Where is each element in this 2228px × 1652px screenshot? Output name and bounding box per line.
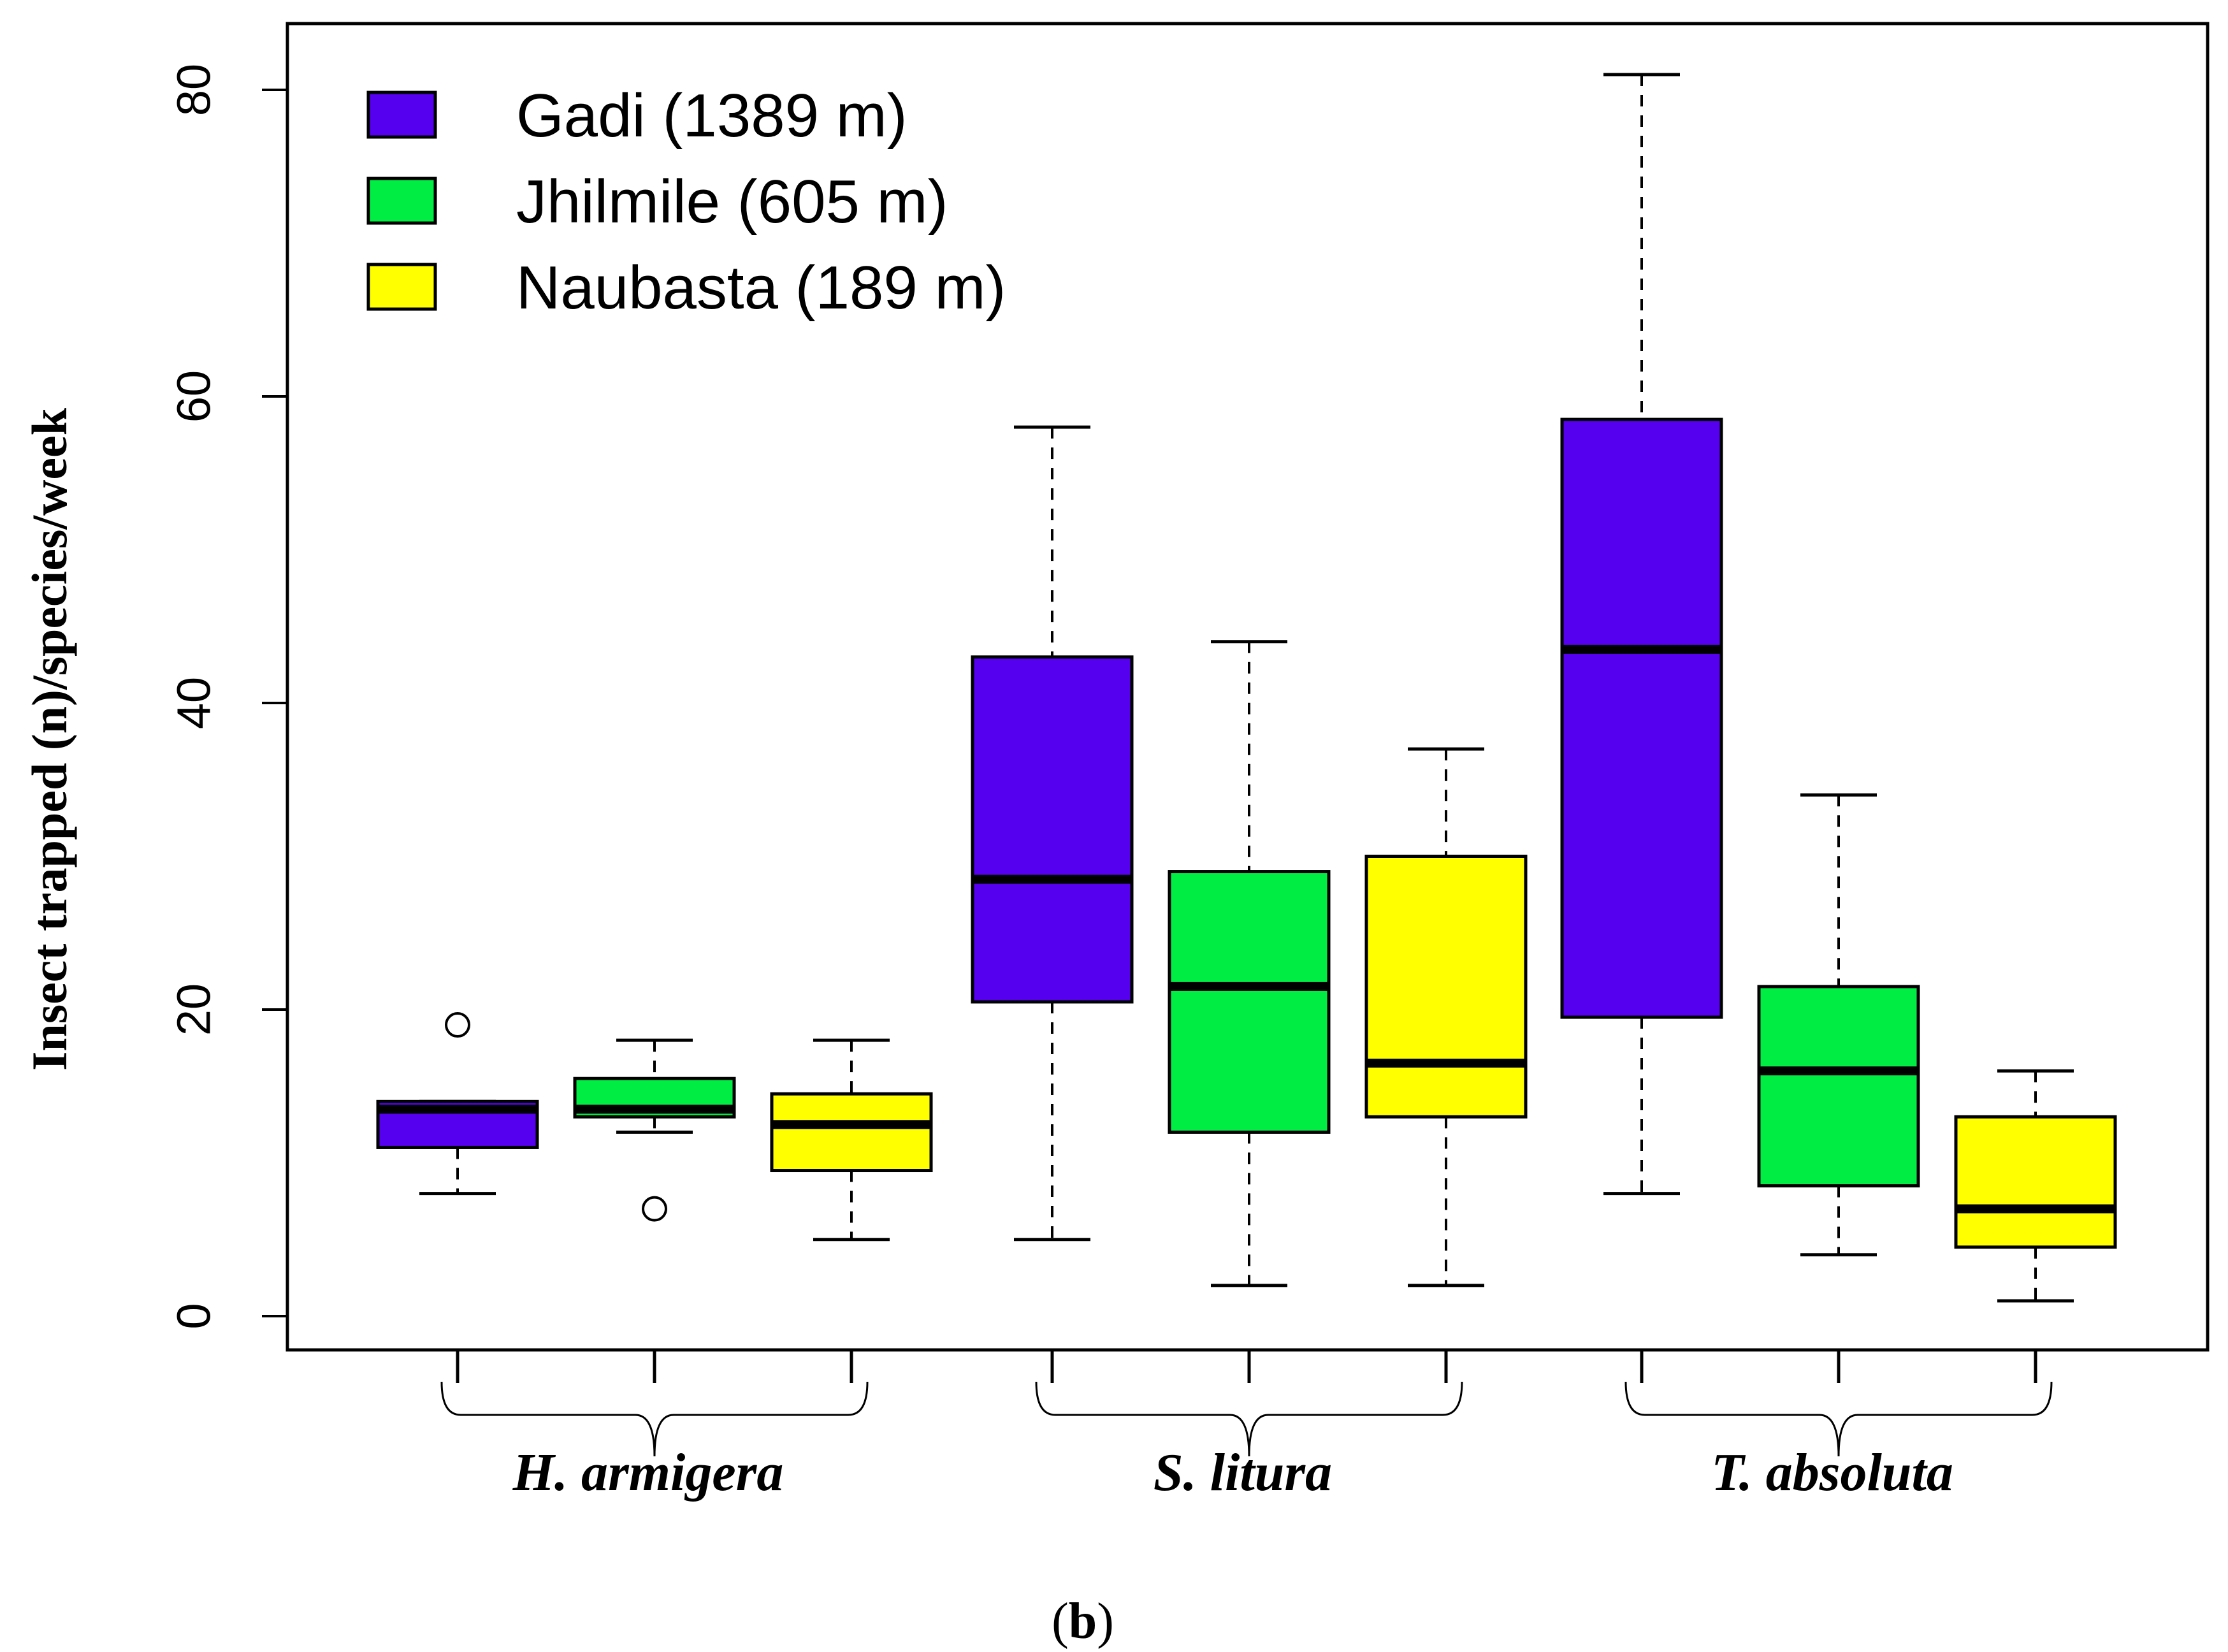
group-label: S. litura xyxy=(1154,1443,1332,1502)
outlier-point xyxy=(445,1012,470,1038)
box-1-2 xyxy=(1364,747,1528,1287)
group-label: T. absoluta xyxy=(1711,1443,1953,1502)
box-0-0 xyxy=(376,1012,539,1196)
group-brace xyxy=(1624,1381,2053,1457)
legend-swatch xyxy=(366,177,437,225)
box-0-2 xyxy=(770,1038,933,1242)
box-2-1 xyxy=(1757,793,1920,1257)
x-axis: H. armigera S. litura T. absoluta xyxy=(440,1350,2053,1502)
box-0-1 xyxy=(573,1038,736,1222)
panel-label: (b) xyxy=(1052,1593,1114,1649)
group-brace xyxy=(440,1381,869,1457)
y-axis-label: Insect trapped (n)/species/week xyxy=(22,407,77,1071)
outlier-point xyxy=(642,1196,667,1222)
y-tick-label: 20 xyxy=(168,983,221,1036)
box-iqr xyxy=(1364,855,1528,1119)
panel-label-open: ( xyxy=(1052,1593,1069,1649)
box-series xyxy=(376,73,2117,1303)
box-iqr xyxy=(1954,1115,2117,1249)
box-2-2 xyxy=(1954,1069,2117,1303)
legend-label: Gadi (1389 m) xyxy=(516,82,908,150)
legend-swatch xyxy=(366,263,437,311)
y-tick-label: 40 xyxy=(168,677,221,729)
box-iqr xyxy=(971,655,1134,1004)
box-iqr xyxy=(1757,985,1920,1188)
box-2-0 xyxy=(1560,73,1723,1196)
box-iqr xyxy=(1560,417,1723,1019)
group-brace xyxy=(1035,1381,1463,1457)
y-tick-label: 60 xyxy=(168,370,221,423)
box-1-1 xyxy=(1168,640,1331,1287)
legend-label: Naubasta (189 m) xyxy=(516,254,1006,322)
legend: Gadi (1389 m) Jhilmile (605 m) Naubasta (1… xyxy=(366,82,1006,322)
group-label: H. armigera xyxy=(512,1443,784,1502)
box-1-0 xyxy=(971,425,1134,1242)
panel-label-close: ) xyxy=(1097,1593,1114,1649)
legend-swatch xyxy=(366,91,437,139)
y-tick-label: 80 xyxy=(168,64,221,116)
y-tick-label: 0 xyxy=(168,1303,221,1329)
y-axis: 0 20 40 60 80 xyxy=(168,64,289,1330)
legend-label: Jhilmile (605 m) xyxy=(516,168,948,236)
box-iqr xyxy=(1168,870,1331,1134)
box-iqr xyxy=(770,1092,933,1173)
panel-label-letter: b xyxy=(1069,1593,1097,1649)
